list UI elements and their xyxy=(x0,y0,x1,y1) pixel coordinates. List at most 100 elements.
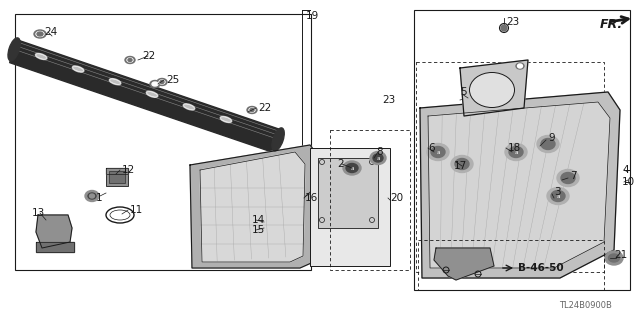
Polygon shape xyxy=(428,102,610,268)
Ellipse shape xyxy=(551,190,565,202)
Text: FR.: FR. xyxy=(600,18,623,31)
Ellipse shape xyxy=(557,169,579,187)
Text: 11: 11 xyxy=(130,205,143,215)
Polygon shape xyxy=(10,40,282,152)
Ellipse shape xyxy=(150,80,160,87)
Bar xyxy=(330,130,410,270)
Text: 18: 18 xyxy=(508,143,521,153)
Ellipse shape xyxy=(159,80,165,84)
Ellipse shape xyxy=(470,72,515,108)
Ellipse shape xyxy=(128,58,132,62)
Polygon shape xyxy=(434,248,494,280)
Ellipse shape xyxy=(8,38,20,61)
Text: a: a xyxy=(436,150,440,154)
Ellipse shape xyxy=(373,154,383,162)
Ellipse shape xyxy=(152,82,158,86)
Ellipse shape xyxy=(34,30,46,38)
Text: 16: 16 xyxy=(305,193,318,203)
Text: 14: 14 xyxy=(252,215,265,225)
Text: 6: 6 xyxy=(428,143,435,153)
Text: 7: 7 xyxy=(570,171,577,181)
Text: a: a xyxy=(350,166,354,170)
Ellipse shape xyxy=(505,144,527,160)
Text: 15: 15 xyxy=(252,225,265,235)
Text: 24: 24 xyxy=(44,27,57,37)
Polygon shape xyxy=(106,168,128,174)
Ellipse shape xyxy=(72,66,84,72)
Polygon shape xyxy=(200,152,305,262)
Bar xyxy=(106,168,128,186)
Ellipse shape xyxy=(109,78,121,85)
Ellipse shape xyxy=(272,128,284,151)
Ellipse shape xyxy=(147,91,158,97)
Ellipse shape xyxy=(561,173,575,183)
Text: 5: 5 xyxy=(460,87,467,97)
Ellipse shape xyxy=(220,116,232,122)
Ellipse shape xyxy=(160,80,164,84)
Text: 13: 13 xyxy=(32,208,45,218)
Text: 25: 25 xyxy=(166,75,179,85)
Ellipse shape xyxy=(516,63,524,69)
Bar xyxy=(418,240,604,290)
Ellipse shape xyxy=(110,210,130,220)
Bar xyxy=(416,62,604,272)
Text: 22: 22 xyxy=(258,103,271,113)
Ellipse shape xyxy=(501,25,507,31)
Bar xyxy=(109,171,125,183)
Text: 17: 17 xyxy=(454,161,467,171)
Ellipse shape xyxy=(249,108,255,112)
Ellipse shape xyxy=(127,58,133,62)
Polygon shape xyxy=(420,92,620,278)
Ellipse shape xyxy=(455,159,469,169)
Polygon shape xyxy=(190,145,320,268)
Ellipse shape xyxy=(157,78,167,85)
Ellipse shape xyxy=(427,144,449,160)
Ellipse shape xyxy=(451,155,473,173)
Ellipse shape xyxy=(509,146,523,158)
Text: 4: 4 xyxy=(622,165,628,175)
Bar xyxy=(15,14,311,270)
Ellipse shape xyxy=(346,164,358,173)
Bar xyxy=(414,10,630,290)
Text: 10: 10 xyxy=(622,177,635,187)
Ellipse shape xyxy=(85,190,99,202)
Text: 9: 9 xyxy=(548,133,555,143)
Ellipse shape xyxy=(247,107,257,114)
Ellipse shape xyxy=(431,146,445,158)
Text: 19: 19 xyxy=(306,11,319,21)
Ellipse shape xyxy=(125,56,135,63)
Ellipse shape xyxy=(541,138,555,150)
Ellipse shape xyxy=(605,251,623,265)
Ellipse shape xyxy=(370,152,386,165)
Text: a: a xyxy=(556,194,560,198)
Text: 22: 22 xyxy=(142,51,156,61)
Text: 2: 2 xyxy=(337,159,344,169)
Text: 23: 23 xyxy=(382,95,396,105)
Ellipse shape xyxy=(35,53,47,60)
Polygon shape xyxy=(460,60,528,116)
Bar xyxy=(310,148,390,266)
Ellipse shape xyxy=(609,254,620,262)
Text: TL24B0900B: TL24B0900B xyxy=(559,300,611,309)
Text: 21: 21 xyxy=(614,250,627,260)
Text: 3: 3 xyxy=(554,187,561,197)
Ellipse shape xyxy=(88,193,96,199)
Text: 20: 20 xyxy=(390,193,403,203)
Ellipse shape xyxy=(537,136,559,152)
Text: 1: 1 xyxy=(96,193,102,203)
Ellipse shape xyxy=(90,194,95,198)
Text: 23: 23 xyxy=(506,17,519,27)
Text: 8: 8 xyxy=(376,147,383,157)
Ellipse shape xyxy=(183,104,195,110)
Ellipse shape xyxy=(547,188,569,204)
Text: B-46-50: B-46-50 xyxy=(518,263,564,273)
Text: a: a xyxy=(376,155,380,160)
Polygon shape xyxy=(36,215,72,248)
Text: a: a xyxy=(515,150,518,154)
Ellipse shape xyxy=(36,32,44,36)
Ellipse shape xyxy=(37,32,43,36)
Ellipse shape xyxy=(343,161,361,175)
Bar xyxy=(318,158,378,228)
Ellipse shape xyxy=(518,64,522,68)
Ellipse shape xyxy=(250,108,254,112)
